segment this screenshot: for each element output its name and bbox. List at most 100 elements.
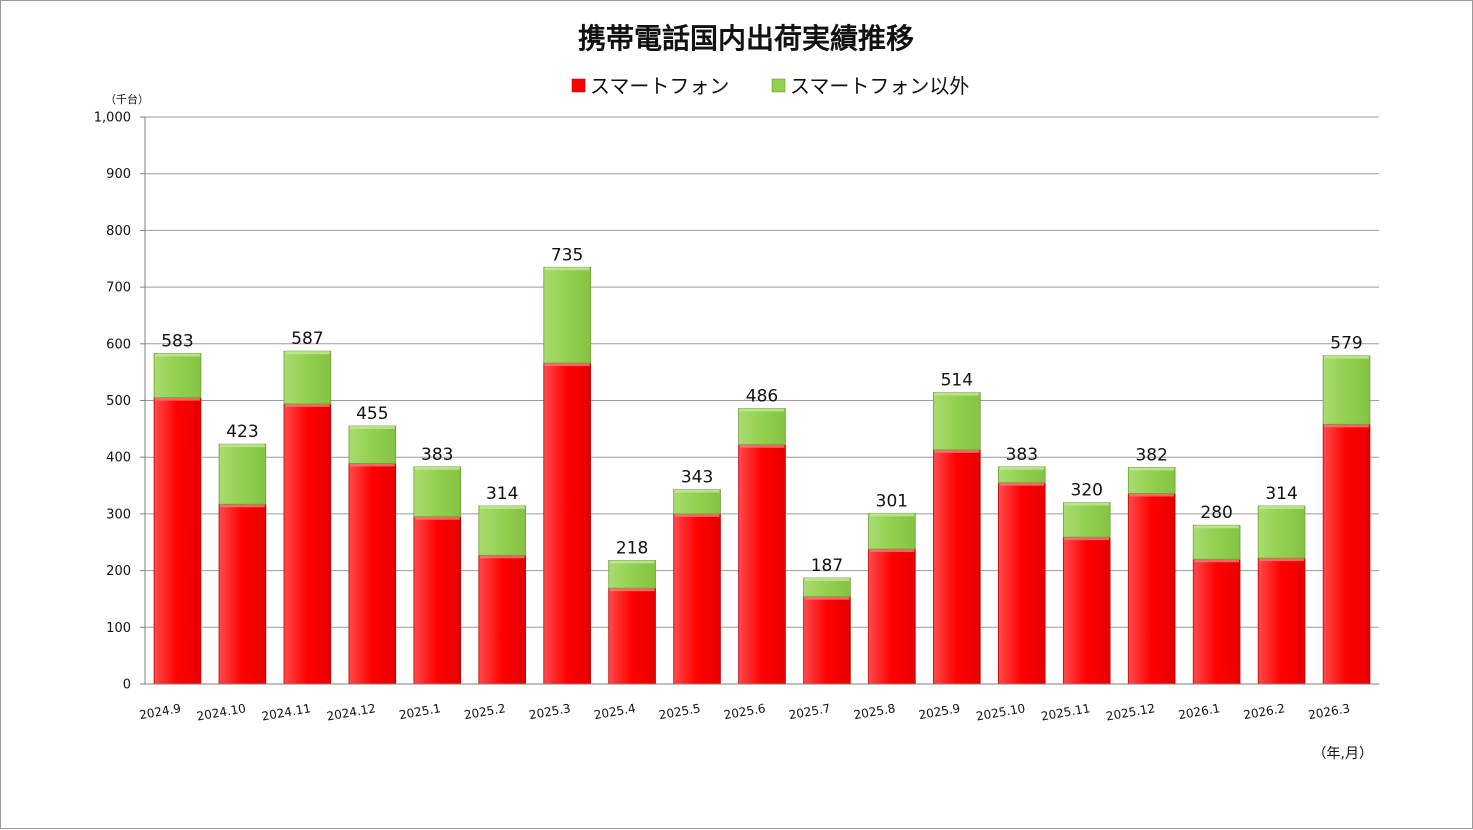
legend: スマートフォン スマートフォン以外 [571,74,969,98]
bar-top-highlight-smartphone-2025.9 [934,449,980,453]
x-tick-label-2025.4: 2025.4 [593,701,637,722]
bar-top-highlight-non-smartphone-2025.12 [1129,467,1175,471]
bar-top-highlight-smartphone-2025.5 [674,513,720,517]
total-labels: 583 423 587 455 383 314 735 218 343 486 187 301 514 3… [161,245,1363,576]
total-label-2025.5: 343 [681,468,713,488]
legend-swatch-smartphone [571,78,586,93]
x-tick-label-2024.10: 2024.10 [196,701,247,723]
x-tick-label-2026.1: 2026.1 [1177,701,1221,722]
bar-top-highlight-smartphone-2025.8 [869,549,915,553]
x-tick-label-2024.9: 2024.9 [138,701,182,722]
x-axis-labels: 2024.9 2024.10 2024.11 2024.12 2025.1 2025.2 2… [138,701,1351,723]
bar-top-highlight-smartphone-2026.2 [1259,558,1304,562]
x-tick-label-2025.6: 2025.6 [723,701,767,722]
bar-non-smartphone-2024.10 [218,443,267,505]
bars [153,266,1371,685]
bar-non-smartphone-2025.9 [933,392,981,451]
x-tick-label-2025.3: 2025.3 [528,701,572,722]
chart-title: 携帯電話国内出荷実績推移 [578,22,914,55]
y-tick-label: 300 [106,507,131,522]
bar-top-highlight-non-smartphone-2024.11 [284,351,330,355]
total-label-2025.12: 382 [1135,445,1167,465]
bar-non-smartphone-2025.1 [413,466,462,518]
bar-top-highlight-smartphone-2025.12 [1129,493,1175,497]
bar-non-smartphone-2024.11 [283,350,332,405]
y-tick-label: 1,000 [94,111,131,126]
y-tick-label: 100 [106,621,131,636]
bar-non-smartphone-2026.1 [1192,524,1241,560]
legend-label-smartphone: スマートフォン [590,74,729,98]
x-tick-label-2025.10: 2025.10 [975,701,1026,723]
bar-top-highlight-smartphone-2024.12 [349,463,395,467]
total-label-2025.3: 735 [551,245,583,265]
axes [144,117,1379,685]
x-tick-label-2025.9: 2025.9 [918,701,962,722]
x-tick-label-2025.11: 2025.11 [1040,701,1091,723]
bar-top-highlight-non-smartphone-2025.11 [1064,502,1110,506]
bar-top-highlight-non-smartphone-2024.9 [155,353,200,357]
total-label-2025.9: 514 [941,371,973,391]
y-tick-label: 700 [106,281,131,296]
y-tick-label: 800 [106,224,131,239]
bar-top-highlight-smartphone-2024.11 [284,403,330,407]
bar-smartphone-2025.7 [803,596,851,685]
bar-non-smartphone-2025.11 [1062,502,1111,538]
x-tick-label-2025.8: 2025.8 [853,701,897,722]
total-label-2025.8: 301 [876,491,908,511]
bar-top-highlight-non-smartphone-2025.1 [414,466,460,470]
bar-non-smartphone-2025.3 [543,266,591,364]
bar-non-smartphone-2025.8 [868,512,916,550]
bar-non-smartphone-2025.12 [1127,467,1176,494]
bar-smartphone-2025.10 [998,482,1046,685]
bar-top-highlight-non-smartphone-2026.3 [1324,355,1369,359]
bar-top-highlight-non-smartphone-2024.10 [220,444,265,448]
total-label-2025.6: 486 [746,386,778,406]
bar-top-highlight-smartphone-2025.3 [544,363,590,367]
y-tick-label: 500 [106,394,131,409]
bar-smartphone-2025.6 [738,444,786,685]
bar-top-highlight-non-smartphone-2025.6 [739,408,785,412]
total-label-2025.7: 187 [811,556,843,576]
y-tick-label: 600 [106,337,131,352]
y-tick-label: 0 [123,678,131,693]
x-tick-label-2026.2: 2026.2 [1242,701,1286,722]
total-label-2025.11: 320 [1071,481,1103,501]
bar-non-smartphone-2025.4 [608,559,656,589]
y-tick-label: 900 [106,167,131,182]
bar-smartphone-2025.9 [933,449,981,685]
bar-top-highlight-non-smartphone-2025.9 [934,392,980,396]
bar-top-highlight-smartphone-2024.10 [220,504,265,508]
bar-smartphone-2025.5 [673,513,721,685]
y-axis-ticks: 0 100 200 300 400 500 600 700 800 900 1,000 [94,111,145,693]
x-tick-label-2026.3: 2026.3 [1307,701,1351,722]
total-label-2026.3: 579 [1330,334,1362,354]
bar-top-highlight-non-smartphone-2024.12 [349,426,395,430]
x-tick-label-2024.11: 2024.11 [261,701,312,723]
bar-smartphone-2025.3 [543,362,591,685]
bar-smartphone-2025.12 [1127,493,1176,685]
bar-top-highlight-non-smartphone-2025.4 [609,560,655,564]
total-label-2024.11: 587 [291,329,323,349]
bar-top-highlight-non-smartphone-2025.7 [804,577,850,581]
bar-top-highlight-non-smartphone-2025.8 [869,513,915,517]
bar-smartphone-2026.1 [1192,558,1241,685]
bar-top-highlight-smartphone-2025.11 [1064,537,1110,541]
total-label-2025.2: 314 [486,484,518,504]
bar-top-highlight-non-smartphone-2026.2 [1259,505,1304,509]
y-tick-label: 200 [106,564,131,579]
bar-smartphone-2025.2 [478,554,526,685]
total-label-2025.10: 383 [1006,445,1038,465]
bar-smartphone-2024.10 [218,503,267,685]
legend-label-non-smartphone: スマートフォン以外 [790,74,969,98]
bar-non-smartphone-2024.9 [153,353,202,399]
bar-non-smartphone-2026.3 [1322,355,1371,425]
bar-smartphone-2025.11 [1062,536,1111,685]
bar-top-highlight-non-smartphone-2025.2 [479,505,525,509]
bar-smartphone-2024.11 [283,403,332,685]
bar-non-smartphone-2025.5 [673,489,721,515]
bar-smartphone-2025.8 [868,548,916,685]
bar-top-highlight-smartphone-2026.1 [1194,559,1240,563]
bar-smartphone-2024.9 [153,397,202,685]
